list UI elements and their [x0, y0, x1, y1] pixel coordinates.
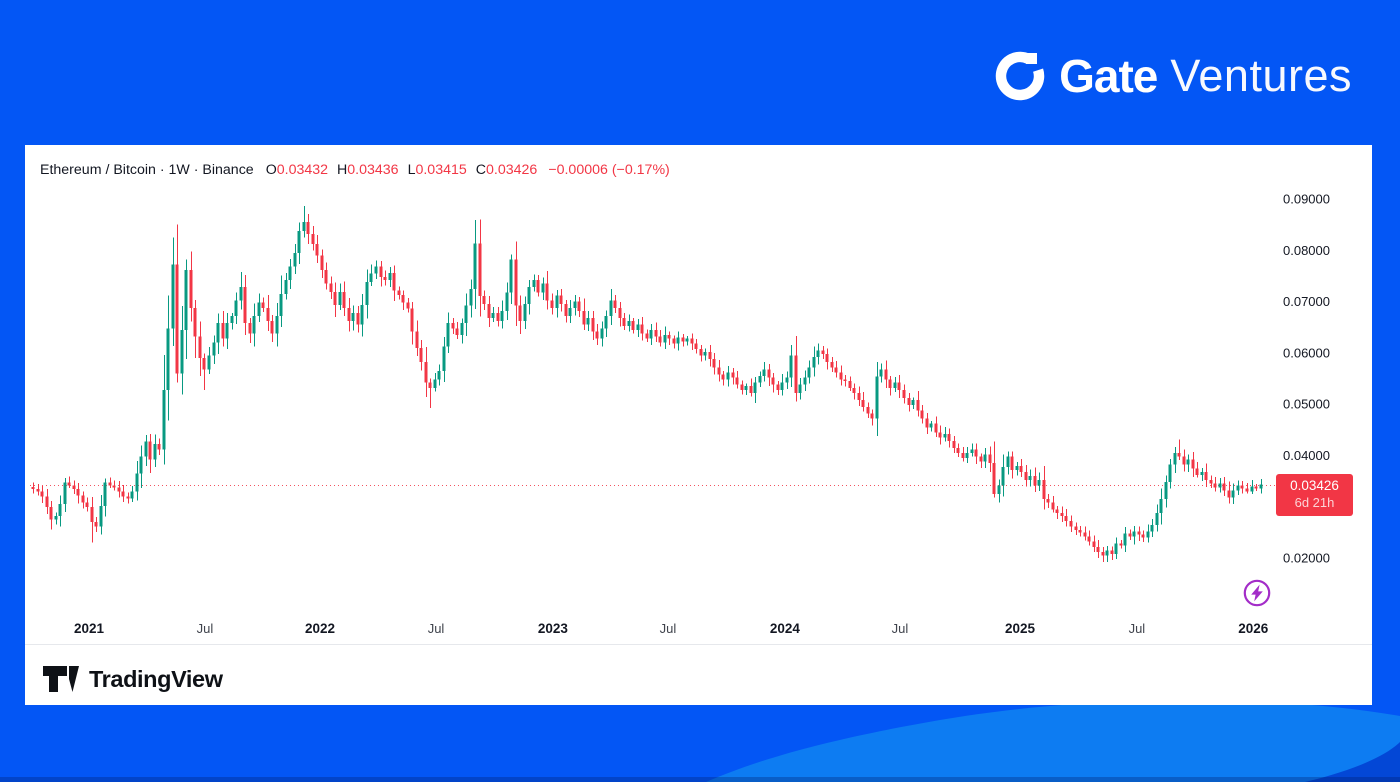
time-scale[interactable]: 2021 Jul 2022 Jul 2023 Jul 2024 Jul 2025 Jul 2026 [74, 621, 1269, 636]
change-value: −0.00006 (−0.17%) [548, 162, 670, 178]
brand-ventures: Ventures [1170, 50, 1352, 101]
ohlc-item: H0.03436 [337, 162, 399, 178]
brand-gate: Gate [1059, 50, 1158, 102]
gate-logo-icon [995, 51, 1045, 101]
svg-text:0.06000: 0.06000 [1283, 345, 1330, 360]
svg-text:2021: 2021 [74, 621, 105, 636]
tradingview-icon [43, 666, 79, 692]
gate-ventures-logo: Gate Ventures [994, 50, 1352, 102]
svg-text:Jul: Jul [892, 621, 909, 636]
svg-text:0.05000: 0.05000 [1283, 397, 1330, 412]
bar-countdown: 6d 21h [1294, 495, 1335, 511]
ohlc-item: C0.03426 [475, 162, 538, 178]
ohlc-item: L0.03415 [407, 162, 467, 178]
background-wave [706, 699, 1400, 782]
tradingview-logo[interactable]: TradingView [42, 664, 223, 694]
lightning-bolt-icon [1251, 584, 1263, 602]
svg-text:Jul: Jul [428, 621, 445, 636]
chart-card: Ethereum / Bitcoin · 1W · Binance O0.034… [25, 145, 1372, 705]
ohlc-item: O0.03432 [265, 162, 329, 178]
ohlc-values: O0.03432 H0.03436 L0.03415 C0.03426 [266, 162, 547, 178]
svg-text:Jul: Jul [660, 621, 677, 636]
svg-text:2026: 2026 [1238, 621, 1269, 636]
symbol-title[interactable]: Ethereum / Bitcoin · 1W · Binance [40, 162, 254, 178]
last-price-badge: 0.03426 6d 21h [1276, 474, 1353, 516]
svg-text:0.02000: 0.02000 [1283, 551, 1330, 566]
svg-text:Jul: Jul [197, 621, 214, 636]
svg-text:0.08000: 0.08000 [1283, 243, 1330, 258]
svg-text:0.04000: 0.04000 [1283, 448, 1330, 463]
tradingview-wordmark: TradingView [89, 665, 223, 692]
chart-legend[interactable]: Ethereum / Bitcoin · 1W · Binance O0.034… [40, 162, 670, 178]
bottom-edge-shade [0, 777, 1400, 782]
candlestick-chart[interactable]: 0.09000 0.08000 0.07000 0.06000 0.05000 0.040… [25, 145, 1372, 705]
svg-text:0.09000: 0.09000 [1283, 192, 1330, 207]
price-scale[interactable]: 0.09000 0.08000 0.07000 0.06000 0.05000 0.040… [1283, 192, 1330, 566]
candles[interactable] [31, 206, 1263, 563]
svg-text:0.07000: 0.07000 [1283, 294, 1330, 309]
last-price: 0.03426 [1290, 478, 1339, 494]
svg-text:2024: 2024 [770, 621, 801, 636]
svg-text:Jul: Jul [1129, 621, 1146, 636]
instant-data-icon[interactable] [1241, 577, 1273, 609]
svg-text:2023: 2023 [538, 621, 569, 636]
svg-text:2022: 2022 [305, 621, 335, 636]
svg-text:2025: 2025 [1005, 621, 1036, 636]
